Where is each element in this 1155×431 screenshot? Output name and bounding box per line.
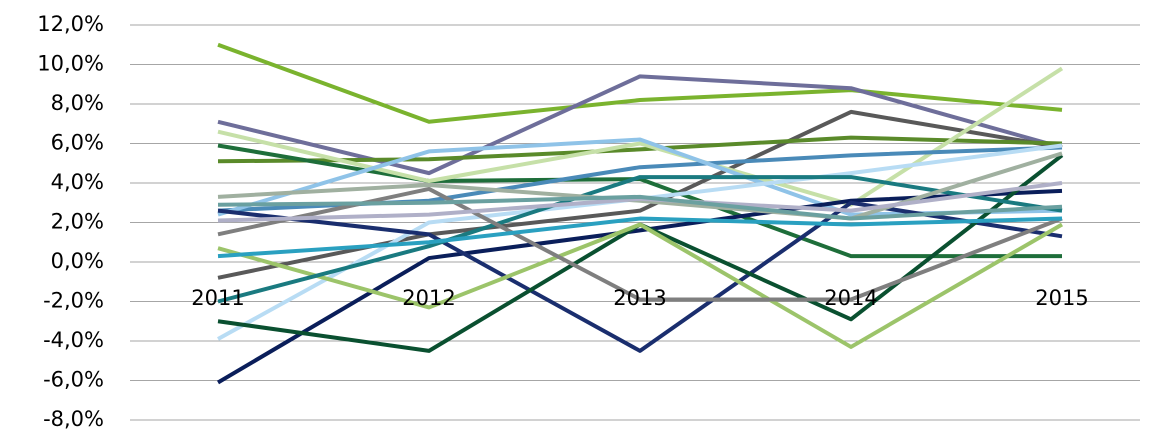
y-tick-label: 12,0% (37, 12, 104, 36)
y-tick-label: -2,0% (43, 289, 104, 313)
x-tick-label: 2013 (613, 286, 666, 310)
y-tick-label: 4,0% (51, 170, 104, 194)
series-line (217, 42, 1063, 124)
series-line (217, 135, 1063, 164)
y-tick-label: 6,0% (51, 131, 104, 155)
x-tick-label: 2014 (824, 286, 877, 310)
series-line (217, 216, 1063, 259)
y-tick-label: -6,0% (43, 368, 104, 392)
x-tick-label: 2011 (191, 286, 244, 310)
y-tick-label: 8,0% (51, 91, 104, 115)
y-tick-label: 0,0% (51, 249, 104, 273)
series-line (217, 222, 1064, 349)
y-tick-label: 10,0% (37, 52, 104, 76)
x-tick-label: 2015 (1035, 286, 1088, 310)
series-line (217, 66, 1064, 207)
series-line (217, 194, 1063, 221)
y-tick-label: 2,0% (51, 210, 104, 234)
x-tick-label: 2012 (402, 286, 455, 310)
series-line (217, 74, 1063, 176)
y-tick-label: -8,0% (43, 407, 104, 431)
series-line (217, 175, 1063, 304)
y-tick-label: -4,0% (43, 328, 104, 352)
